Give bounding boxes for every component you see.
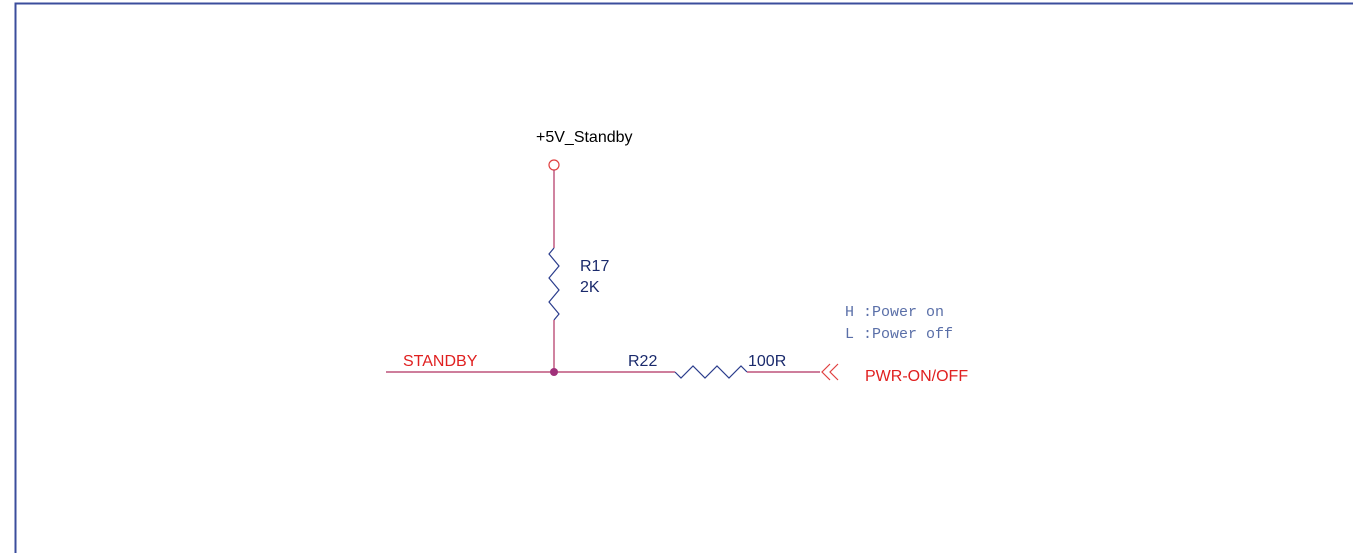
junction [550, 368, 558, 376]
power-port [548, 159, 560, 171]
r17-value: 2K [580, 279, 600, 296]
port-arrow [829, 363, 839, 381]
r22-ref: R22 [628, 353, 657, 370]
r22-value: 100R [748, 353, 786, 370]
power-rail-label: +5V_Standby [536, 129, 633, 146]
resistor-r22 [674, 365, 748, 379]
note: H :Power on [845, 304, 944, 321]
frame [14, 2, 1353, 553]
r17-ref: R17 [580, 258, 609, 275]
net-right: PWR-ON/OFF [865, 368, 968, 385]
resistor-r17 [548, 247, 560, 321]
port-arrow [821, 363, 831, 381]
note: L :Power off [845, 326, 953, 343]
net-left: STANDBY [403, 353, 478, 370]
